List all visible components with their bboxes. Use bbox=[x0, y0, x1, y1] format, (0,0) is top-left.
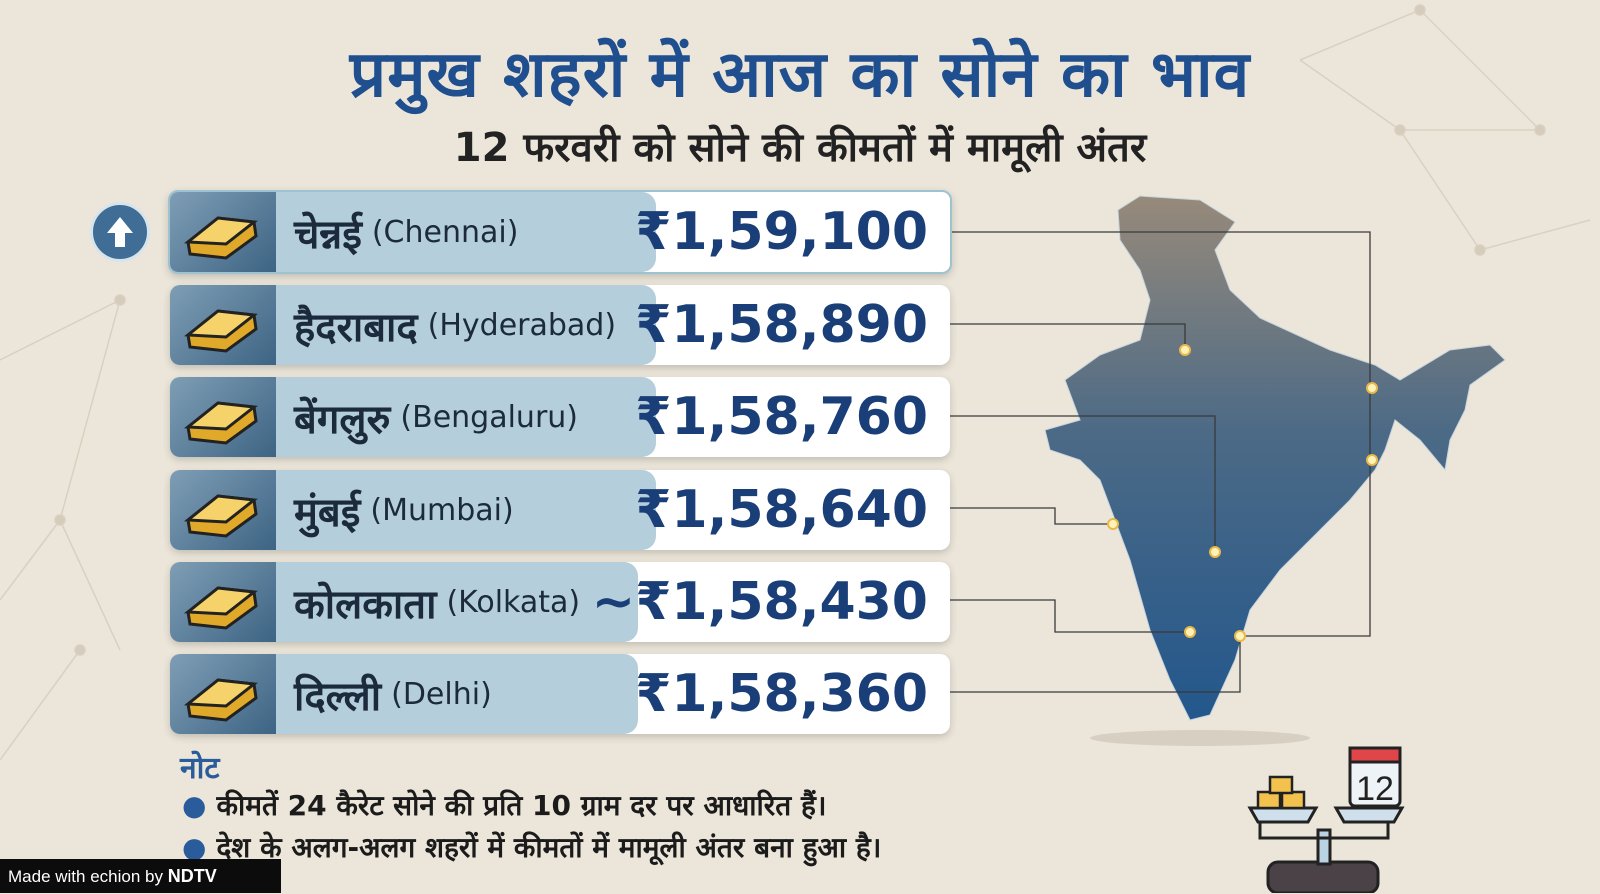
city-name-hindi: कोलकाता bbox=[294, 581, 437, 628]
city-name-hindi: हैदराबाद bbox=[294, 304, 418, 351]
india-map bbox=[1044, 195, 1506, 721]
gold-bar-icon bbox=[170, 377, 276, 457]
page-title: प्रमुख शहरों में आज का सोने का भाव bbox=[349, 38, 1251, 112]
gold-price: ₹1,58,360 bbox=[635, 664, 928, 724]
city-price-row: हैदराबाद (Hyderabad) ₹1,58,890 bbox=[170, 285, 950, 365]
arrow-up-icon bbox=[90, 202, 150, 262]
city-name-english: (Chennai) bbox=[371, 214, 519, 250]
page-subtitle: 12 फरवरी को सोने की कीमतों में मामूली अं… bbox=[453, 125, 1147, 171]
city-name-hindi: मुंबई bbox=[294, 489, 361, 536]
gold-price: ~₹1,58,430 bbox=[591, 572, 928, 632]
city-dots bbox=[1107, 344, 1378, 642]
city-price-row: दिल्ली (Delhi) ₹1,58,360 bbox=[170, 654, 950, 734]
gold-bar-icon bbox=[170, 192, 276, 272]
city-name-english: (Mumbai) bbox=[370, 492, 514, 528]
city-name-english: (Kolkata) bbox=[446, 584, 581, 620]
city-price-row: बेंगलुरु (Bengaluru) ₹1,58,760 bbox=[170, 377, 950, 457]
city-name-hindi: बेंगलुरु bbox=[294, 396, 391, 443]
note-heading: नोट bbox=[180, 751, 220, 786]
gold-price: ₹1,59,100 bbox=[635, 202, 928, 262]
city-name-hindi: चेन्नई bbox=[294, 211, 362, 258]
gold-price: ₹1,58,640 bbox=[635, 480, 928, 540]
gold-bar-icon bbox=[170, 470, 276, 550]
gold-bar-icon bbox=[170, 285, 276, 365]
city-name-english: (Bengaluru) bbox=[400, 399, 578, 435]
connector-lines bbox=[950, 231, 1371, 693]
note-line: ● कीमतें 24 कैरेट सोने की प्रति 10 ग्राम … bbox=[182, 789, 827, 822]
gold-price: ₹1,58,890 bbox=[635, 295, 928, 355]
gold-bar-icon bbox=[170, 654, 276, 734]
scale-calendar-icon: 12 bbox=[1247, 746, 1405, 893]
calendar-day: 12 bbox=[1356, 770, 1394, 808]
city-price-row: कोलकाता (Kolkata) ~₹1,58,430 bbox=[170, 562, 950, 642]
city-name-english: (Hyderabad) bbox=[427, 307, 617, 343]
gold-bar-icon bbox=[170, 562, 276, 642]
watermark: Made with echion by NDTV bbox=[0, 859, 281, 893]
city-name-english: (Delhi) bbox=[391, 676, 492, 712]
gold-price: ₹1,58,760 bbox=[635, 387, 928, 447]
city-price-row: चेन्नई (Chennai) ₹1,59,100 bbox=[168, 190, 952, 274]
note-line: ● देश के अलग-अलग शहरों में कीमतों में माम… bbox=[182, 831, 882, 864]
city-price-row: मुंबई (Mumbai) ₹1,58,640 bbox=[170, 470, 950, 550]
city-name-hindi: दिल्ली bbox=[294, 673, 382, 720]
